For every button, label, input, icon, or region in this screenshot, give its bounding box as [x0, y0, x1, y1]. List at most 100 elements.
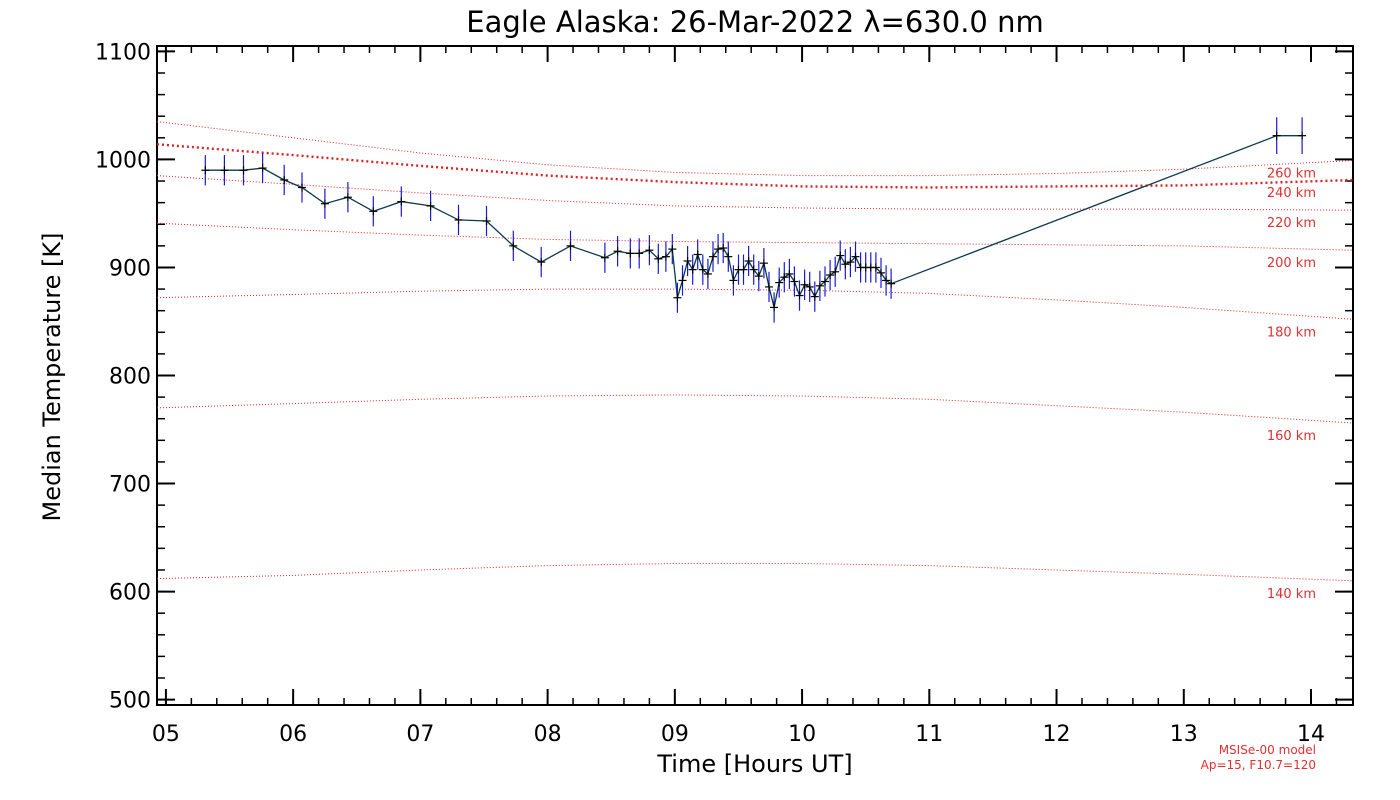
x-tick-label: 08 [534, 722, 562, 747]
data-point [810, 292, 819, 301]
x-tick-label: 09 [661, 722, 689, 747]
model-note-line-2: Ap=15, F10.7=120 [1201, 758, 1316, 772]
data-point [1298, 131, 1307, 140]
model-curve-240-km [156, 143, 1354, 189]
model-curve-140-km [156, 563, 1354, 582]
plot-area: 05 06 07 08 09 10 11 12 13 14 500 600 700 800 900 1000 1… [95, 40, 1354, 747]
model-curve-label: 200 km [1267, 256, 1316, 271]
model-curve-label: 220 km [1267, 216, 1316, 231]
data-point [239, 166, 248, 175]
data-point [654, 254, 663, 263]
data-point [820, 277, 829, 286]
y-tick-label: 800 [109, 365, 151, 390]
data-point [785, 269, 794, 278]
model-curve-label: 180 km [1267, 325, 1316, 340]
data-point [220, 166, 229, 175]
data-point [688, 265, 697, 274]
data-point [815, 281, 824, 290]
data-point [566, 241, 575, 250]
model-curve-label: 260 km [1267, 167, 1316, 182]
data-point [509, 241, 518, 250]
data-point [613, 247, 622, 256]
data-point [841, 260, 850, 269]
data-point [454, 215, 463, 224]
x-tick-label: 05 [152, 722, 180, 747]
data-point [882, 276, 891, 285]
data-point [744, 256, 753, 265]
y-tick-label: 1000 [95, 148, 151, 173]
data-point [320, 199, 329, 208]
y-tick-label: 900 [109, 256, 151, 281]
data-point [729, 276, 738, 285]
data-point [846, 258, 855, 267]
x-tick-label: 06 [279, 722, 307, 747]
data-point [698, 265, 707, 274]
data-point [661, 252, 670, 261]
data-point [800, 280, 809, 289]
y-tick-label: 700 [109, 473, 151, 498]
data-point [678, 276, 687, 285]
data-point [795, 291, 804, 300]
data-point [343, 193, 352, 202]
data-point [626, 249, 635, 258]
data-point [780, 273, 789, 282]
data-point [719, 244, 728, 253]
data-point [635, 249, 644, 258]
data-point [739, 265, 748, 274]
data-point [836, 251, 845, 260]
data-point [1272, 131, 1281, 140]
data-point [871, 263, 880, 272]
model-curve-200-km [156, 222, 1354, 251]
x-tick-label: 12 [1043, 722, 1071, 747]
y-tick-label: 600 [109, 581, 151, 606]
data-point [600, 253, 609, 262]
data-point [683, 256, 692, 265]
x-tick-label: 14 [1297, 722, 1325, 747]
data-point [703, 269, 712, 278]
data-point [754, 272, 763, 281]
data-point [876, 268, 885, 277]
x-tick-label: 11 [915, 722, 943, 747]
data-point [258, 164, 267, 173]
data-point [790, 277, 799, 286]
data-point [805, 282, 814, 291]
data-point [482, 217, 491, 226]
model-curve-220-km [156, 175, 1354, 211]
y-tick-label: 500 [109, 689, 151, 714]
model-curve-label: 160 km [1267, 429, 1316, 444]
model-curve-180-km [156, 288, 1354, 320]
model-curve-label: 140 km [1267, 587, 1316, 602]
data-point [775, 278, 784, 287]
model-curve-260-km [156, 121, 1354, 177]
data-point [280, 175, 289, 184]
data-point [369, 207, 378, 216]
data-point [714, 245, 723, 254]
data-point [831, 267, 840, 276]
data-point [826, 271, 835, 280]
x-tick-label: 10 [788, 722, 816, 747]
model-curve-160-km [156, 394, 1354, 424]
data-point [201, 166, 210, 175]
model-curve-label: 240 km [1267, 186, 1316, 201]
y-tick-label: 1100 [95, 40, 151, 65]
data-point [887, 279, 896, 288]
model-note-line-1: MSISe-00 model [1219, 743, 1316, 757]
data-point [668, 245, 677, 254]
data-point [537, 258, 546, 267]
y-axis-label: Median Temperature [K] [38, 232, 66, 521]
data-point [298, 183, 307, 192]
data-point [426, 201, 435, 210]
data-point [645, 246, 654, 255]
data-point [709, 252, 718, 261]
data-point [693, 250, 702, 259]
x-tick-label: 07 [406, 722, 434, 747]
plot-frame [156, 45, 1354, 706]
x-tick-label: 13 [1170, 722, 1198, 747]
chart-title: Eagle Alaska: 26-Mar-2022 λ=630.0 nm [466, 5, 1043, 39]
data-point [851, 252, 860, 261]
data-point [673, 293, 682, 302]
data-point [749, 265, 758, 274]
data-point [724, 252, 733, 261]
